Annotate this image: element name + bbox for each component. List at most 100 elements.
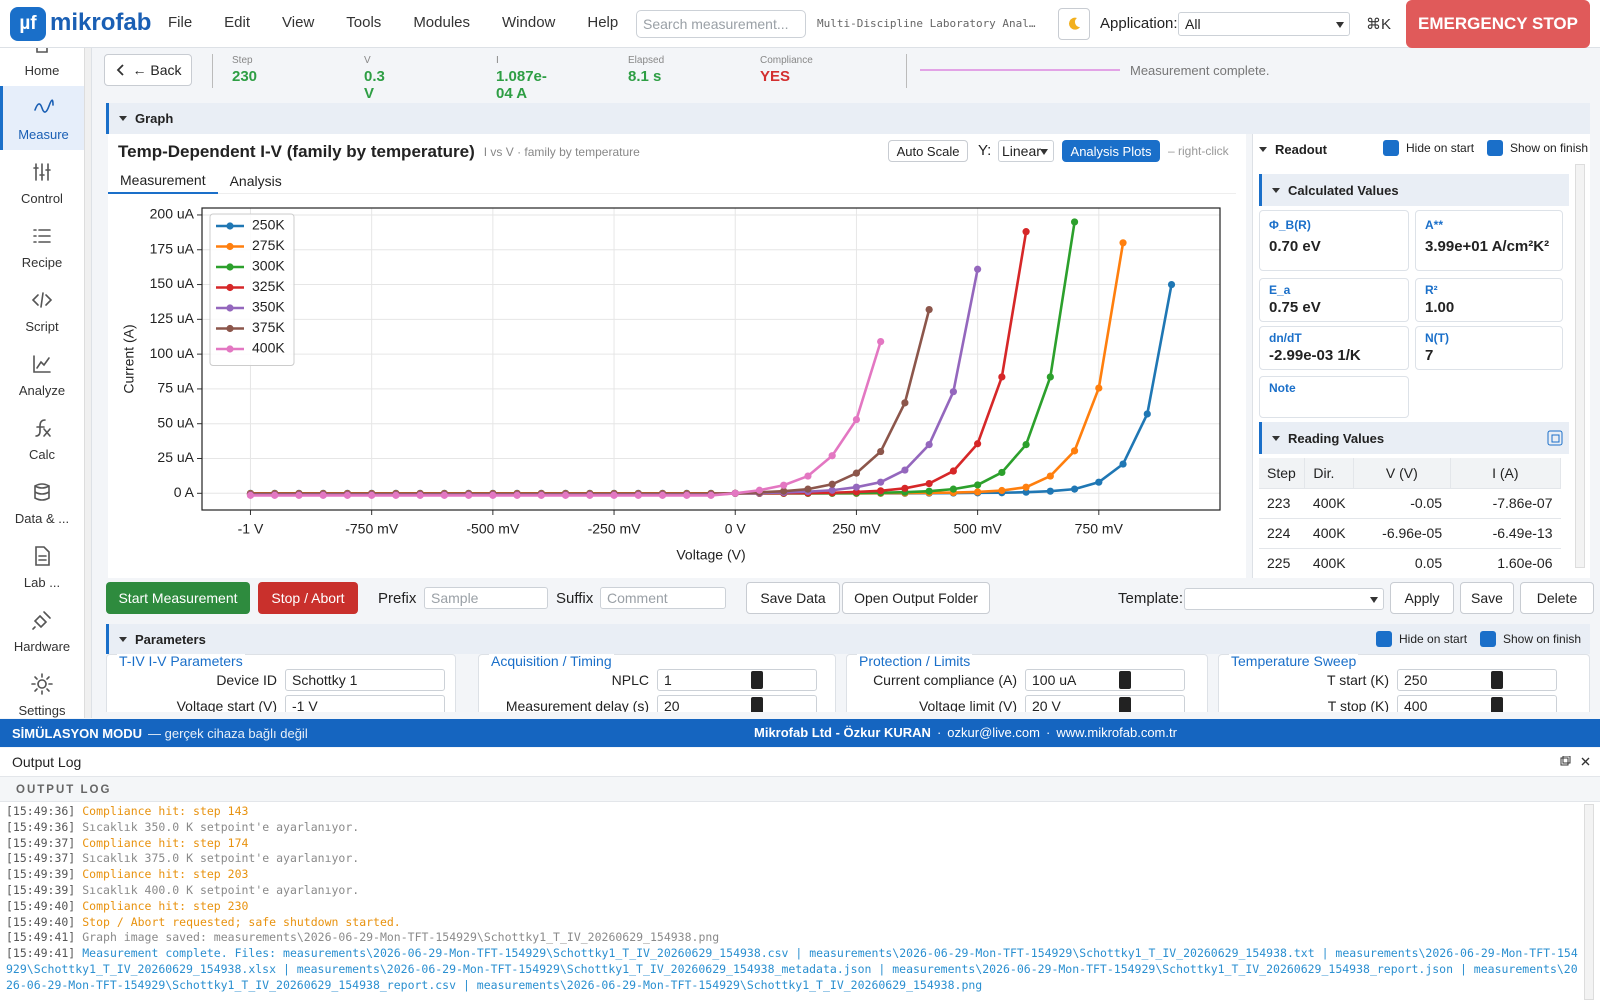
template-select[interactable] (1184, 588, 1384, 610)
prefix-input[interactable]: Sample (424, 587, 548, 609)
graph-section-header[interactable]: Graph (106, 103, 1590, 134)
spin-button[interactable] (751, 697, 763, 712)
suffix-input[interactable]: Comment (600, 587, 726, 609)
spin-button[interactable] (1119, 671, 1131, 689)
field-label: Voltage limit (V) (918, 698, 1017, 712)
spin-button[interactable] (1119, 697, 1131, 712)
field-input[interactable]: 20 (657, 695, 817, 712)
value-card: Note (1259, 376, 1409, 418)
data-point (828, 480, 836, 488)
website[interactable]: www.mikrofab.com.tr (1056, 725, 1177, 740)
sidebar-scrollbar[interactable] (84, 48, 91, 718)
stop-button[interactable]: Stop / Abort (258, 582, 358, 614)
start-button[interactable]: Start Measurement (106, 582, 250, 614)
sidebar-item[interactable]: Hardware (0, 598, 84, 662)
field-input[interactable]: Schottky 1 (285, 669, 445, 691)
log-header-bar: OUTPUT LOG (0, 776, 1600, 802)
show-on-finish-checkbox[interactable]: Show on finish (1480, 631, 1581, 647)
table-row[interactable]: 223 400K -0.05 -7.86e-07 (1259, 488, 1561, 519)
sidebar-item[interactable]: Home (0, 48, 84, 86)
icon-shape (36, 48, 48, 53)
theme-toggle[interactable] (1058, 8, 1090, 40)
prefix-label: Prefix (378, 590, 417, 607)
y-scale-select[interactable]: Linear (998, 140, 1054, 162)
legend-marker (226, 304, 234, 312)
sidebar-item[interactable]: Measure (0, 86, 84, 150)
menu-item[interactable]: Modules (413, 14, 471, 31)
parameters-header[interactable]: Parameters (106, 624, 1590, 654)
sidebar-item[interactable]: Recipe (0, 214, 84, 278)
field-input[interactable]: 400 (1397, 695, 1557, 712)
log-message: Compliance hit: step 174 (82, 835, 249, 850)
table-row[interactable]: 225 400K 0.05 1.60e-06 (1259, 548, 1561, 578)
show-on-finish-checkbox[interactable]: Show on finish (1487, 140, 1588, 156)
field-label: T stop (K) (1327, 698, 1389, 712)
reading-header[interactable]: Reading Values (1259, 422, 1569, 454)
hide-on-start-checkbox[interactable]: Hide on start (1376, 631, 1467, 647)
apply-button[interactable]: Apply (1390, 582, 1454, 614)
field-value: 100 uA (1032, 672, 1077, 688)
sidebar-item[interactable]: Settings (0, 662, 84, 718)
log-scrollbar[interactable] (1584, 804, 1594, 1000)
dock-controls[interactable] (1560, 756, 1592, 768)
readout-scrollbar[interactable] (1575, 164, 1585, 568)
sidebar-item[interactable]: Script (0, 278, 84, 342)
search-box[interactable]: Search measurement... (636, 10, 806, 38)
spin-button[interactable] (751, 671, 763, 689)
field-input[interactable]: 20 V (1025, 695, 1185, 712)
menu-item[interactable]: Window (502, 14, 556, 31)
auto-scale-button[interactable]: Auto Scale (888, 140, 968, 162)
save-button[interactable]: Save (1460, 582, 1514, 614)
placeholder: Comment (607, 590, 668, 606)
group-title: T-IV I-V Parameters (117, 654, 245, 669)
sidebar-item[interactable]: Control (0, 150, 84, 214)
sidebar-item[interactable]: Lab ... (0, 534, 84, 598)
menu-item[interactable]: Help (587, 14, 619, 31)
sidebar-label: Home (24, 63, 60, 78)
spin-button[interactable] (1491, 697, 1503, 712)
hide-on-start-checkbox[interactable]: Hide on start (1383, 140, 1474, 156)
log-message: Compliance hit: step 230 (82, 898, 249, 913)
tab[interactable]: Measurement (108, 168, 218, 194)
field-input[interactable]: 250 (1397, 669, 1557, 691)
field-value: 20 (664, 698, 680, 712)
tab[interactable]: Analysis (229, 172, 282, 189)
stat: Step 230 (232, 55, 257, 85)
data-point (804, 472, 812, 480)
series-line (250, 221, 1076, 495)
calculated-header[interactable]: Calculated Values (1259, 174, 1569, 206)
spin-button[interactable] (1491, 671, 1503, 689)
field-input[interactable]: 1 (657, 669, 817, 691)
field-input[interactable]: 100 uA (1025, 669, 1185, 691)
delete-button[interactable]: Delete (1520, 582, 1594, 614)
menu-item[interactable]: View (282, 14, 315, 31)
menu-item[interactable]: Edit (224, 14, 251, 31)
icon-shape (35, 546, 50, 566)
email[interactable]: ozkur@live.com (947, 725, 1040, 740)
menu-item[interactable]: File (168, 14, 193, 31)
application-select[interactable]: All (1178, 12, 1350, 36)
copy-icon[interactable] (1547, 430, 1563, 446)
sidebar-label: Data & ... (14, 511, 70, 526)
legend-label: 325K (252, 278, 285, 294)
icon-shape (33, 355, 51, 373)
card-label: A** (1425, 218, 1444, 232)
sidebar-item[interactable]: Analyze (0, 342, 84, 406)
emergency-stop-button[interactable]: EMERGENCY STOP (1406, 0, 1590, 48)
log-line: [15:49:41] Graph image saved: measurement… (6, 930, 1580, 946)
sidebar-item[interactable]: Data & ... (0, 470, 84, 534)
table-row[interactable]: 224 400K -6.96e-05 -6.49e-13 (1259, 518, 1561, 549)
stat-label: V (364, 55, 371, 66)
menu-item[interactable]: Tools (346, 14, 382, 31)
open-folder-button[interactable]: Open Output Folder (842, 582, 990, 614)
readout-header[interactable]: Readout (1259, 142, 1327, 157)
data-point (1046, 373, 1054, 381)
sidebar-item[interactable]: Calc (0, 406, 84, 470)
log-time: [15:49:36] (6, 819, 76, 834)
calculated-title: Calculated Values (1288, 182, 1399, 198)
card-label: dn/dT (1269, 331, 1302, 345)
save-data-button[interactable]: Save Data (746, 582, 840, 614)
analysis-plots-button[interactable]: Analysis Plots (1062, 140, 1160, 162)
back-button[interactable]: ← Back (104, 54, 192, 86)
field-input[interactable]: -1 V (285, 695, 445, 712)
